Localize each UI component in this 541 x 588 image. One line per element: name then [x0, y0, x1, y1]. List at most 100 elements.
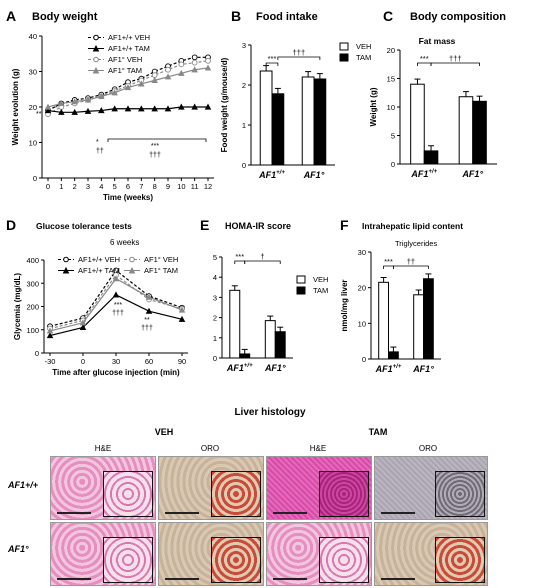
legend-swatch	[339, 42, 349, 51]
data-point	[84, 96, 92, 103]
y-tick-label: 0	[33, 174, 37, 183]
legend-marker	[93, 56, 99, 63]
legend-label: TAM	[356, 53, 371, 62]
data-point	[84, 107, 92, 114]
data-point	[124, 105, 132, 112]
panel-letter-a: A	[6, 8, 16, 24]
x-tick-label: 10	[177, 182, 185, 191]
y-tick-label: 5	[391, 132, 395, 141]
y-tick-label: 30	[29, 68, 37, 77]
chart-triglycerides: 0 10 20 30 nmol/mg liver AF1+/+ AF1° *** ††	[340, 248, 441, 374]
y-tick-label: 3	[213, 293, 217, 302]
y-tick-label: 1	[242, 121, 246, 130]
data-point	[151, 105, 158, 112]
legend-label: AF1+/+ VEH	[78, 255, 120, 264]
data-point	[178, 306, 186, 313]
significance-bracket	[107, 138, 207, 142]
panel-title-a: Body weight	[32, 11, 98, 23]
x-tick-label: 9	[166, 182, 170, 191]
legend-swatch	[339, 53, 349, 62]
data-point	[164, 105, 172, 112]
histology-col-oro-1: ORO	[201, 444, 219, 453]
data-point	[98, 107, 105, 114]
x-axis-label: Time after glucose injection (min)	[52, 368, 180, 377]
legend-marker	[62, 266, 70, 274]
y-tick-label: 0	[35, 349, 39, 358]
category-superscript: +/+	[428, 169, 437, 175]
bar-veh	[259, 70, 273, 166]
category-label: AF1+/+	[410, 169, 437, 179]
legend-marker	[93, 34, 99, 41]
panel-letter-c: C	[383, 8, 393, 24]
y-tick-label: 20	[29, 103, 37, 112]
data-point	[191, 103, 198, 110]
y-tick-label: 0	[362, 355, 366, 364]
y-tick-label: 20	[358, 284, 366, 293]
significance-label: ††	[407, 257, 415, 266]
data-point	[58, 108, 65, 115]
data-point	[112, 291, 120, 298]
significance-bracket	[234, 260, 246, 264]
histology-he-veh-ff	[50, 456, 156, 520]
data-point	[164, 73, 172, 80]
y-axis-label: Weight evolution (g)	[11, 68, 20, 145]
y-tick-label: 30	[358, 248, 366, 257]
histology-col-he-2: H&E	[310, 444, 326, 453]
legend-label: AF1° TAM	[144, 266, 178, 275]
panel-title-b: Food intake	[256, 11, 318, 23]
y-tick-label: 0	[213, 354, 217, 363]
histology-title: Liver histology	[234, 407, 306, 418]
y-tick-label: 3	[242, 41, 246, 50]
chart-glucose-tolerance: 0 100 200 300 400 Glycemia (mg/dL) -30 0 30 60 90 T…	[13, 255, 188, 377]
y-tick-label: 20	[387, 46, 395, 55]
bar-tam	[313, 78, 327, 166]
bar-tam	[472, 100, 487, 165]
data-point	[191, 59, 198, 66]
histology-tam-label: TAM	[369, 427, 388, 437]
histology-oro-tam-ff	[374, 456, 488, 520]
data-point	[145, 293, 153, 300]
histology-oro-veh-ff	[158, 456, 264, 520]
bar-tam	[423, 278, 434, 360]
y-tick-label: 2	[213, 314, 217, 323]
significance-label: ***	[268, 54, 277, 63]
data-point	[178, 103, 185, 110]
legend-marker	[92, 44, 100, 52]
panel-subtitle-f: Triglycerides	[395, 239, 437, 248]
data-point	[44, 103, 52, 110]
x-tick-label: 30	[112, 357, 120, 366]
data-point	[138, 105, 145, 112]
y-tick-label: 2	[242, 81, 246, 90]
data-point	[112, 275, 120, 282]
x-tick-label: 1	[59, 182, 63, 191]
y-tick-label: 10	[358, 319, 366, 328]
y-tick-label: 200	[26, 303, 39, 312]
histology-he-veh-null	[50, 522, 156, 586]
category-label: AF1°	[264, 363, 286, 373]
y-tick-label: 40	[29, 32, 37, 41]
x-tick-label: 7	[139, 182, 143, 191]
histology-he-tam-null	[266, 522, 372, 586]
significance-label: ††	[96, 148, 104, 155]
significance-bracket	[383, 265, 394, 269]
significance-label: ***	[151, 143, 159, 150]
histology-he-tam-ff	[266, 456, 372, 520]
bar-tam	[271, 93, 285, 166]
data-point	[205, 57, 211, 64]
legend-label: VEH	[356, 42, 371, 51]
data-point	[58, 100, 65, 107]
panel-title-f: Intrahepatic lipid content	[362, 221, 463, 231]
legend-label: AF1° VEH	[108, 55, 142, 64]
significance-label: †††	[449, 54, 462, 63]
significance-label: *	[96, 139, 99, 146]
histology-row-ff: AF1+/+	[7, 480, 39, 490]
data-point	[178, 69, 185, 76]
significance-label: †††	[149, 152, 161, 159]
legend-marker	[129, 256, 135, 263]
significance-bracket	[244, 260, 281, 264]
x-tick-label: 90	[178, 357, 186, 366]
y-tick-label: 10	[29, 139, 37, 148]
x-tick-label: 8	[153, 182, 157, 191]
